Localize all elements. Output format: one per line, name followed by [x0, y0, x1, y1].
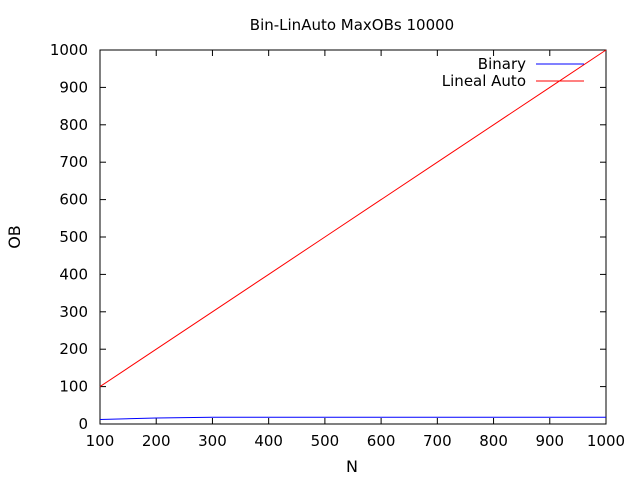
x-tick-label: 500: [311, 432, 340, 450]
x-tick-label: 700: [423, 432, 452, 450]
y-tick-label: 0: [78, 415, 88, 433]
y-tick-label: 700: [59, 153, 88, 171]
y-tick-label: 1000: [50, 41, 88, 59]
plot-frame: [99, 49, 607, 425]
y-tick-label: 400: [59, 265, 88, 283]
x-tick-label: 200: [142, 432, 171, 450]
x-tick-label: 100: [86, 432, 115, 450]
y-tick-label: 300: [59, 303, 88, 321]
x-axis-label: N: [346, 457, 358, 476]
y-axis-label: OB: [5, 225, 24, 249]
y-tick-label: 200: [59, 340, 88, 358]
y-tick-label: 500: [59, 228, 88, 246]
x-tick-label: 400: [254, 432, 283, 450]
x-tick-label: 800: [479, 432, 508, 450]
series-line-lineal-auto: [99, 49, 607, 388]
x-tick-label: 1000: [587, 432, 625, 450]
y-tick-label: 800: [59, 116, 88, 134]
y-tick-label: 100: [59, 378, 88, 396]
legend-label-binary: Binary: [478, 55, 526, 73]
series-line-binary: [99, 416, 606, 421]
x-tick-label: 900: [535, 432, 564, 450]
legend-label-lineal-auto: Lineal Auto: [442, 72, 526, 90]
x-tick-label: 300: [198, 432, 227, 450]
y-tick-label: 600: [59, 191, 88, 209]
chart-title: Bin-LinAuto MaxOBs 10000: [250, 16, 454, 34]
y-tick-label: 900: [59, 78, 88, 96]
x-tick-label: 600: [367, 432, 396, 450]
